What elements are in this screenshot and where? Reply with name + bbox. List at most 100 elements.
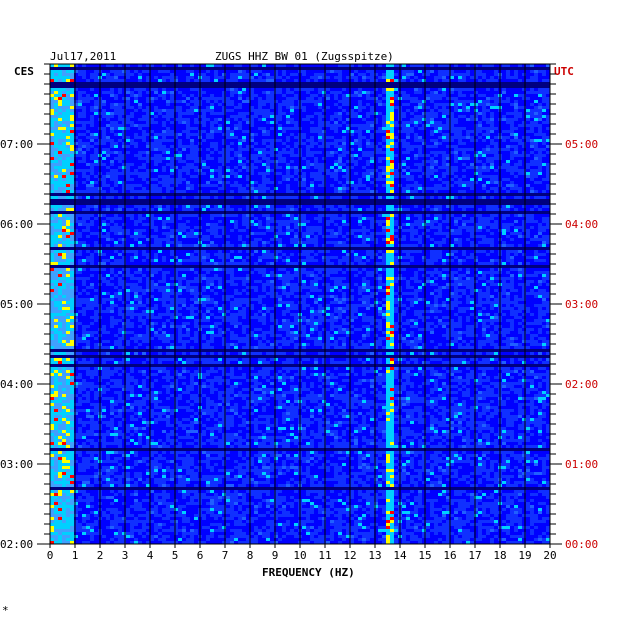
spectrum-cell (202, 157, 206, 160)
spectrum-cell (166, 172, 170, 175)
spectrum-cell (346, 106, 350, 109)
spectrum-cell (378, 124, 382, 127)
spectrum-cell (238, 100, 242, 103)
spectrum-cell (526, 121, 530, 124)
spectrum-cell (482, 76, 486, 79)
spectrum-cell (142, 85, 146, 88)
spectrum-cell (418, 85, 422, 88)
spectrum-cell (150, 148, 154, 151)
spectrum-cell (310, 70, 314, 73)
spectrum-cell (282, 85, 286, 88)
spectrum-cell (226, 112, 230, 115)
spectrum-cell (190, 169, 194, 172)
spectrum-cell (90, 82, 94, 85)
spectrum-cell (338, 73, 342, 76)
spectrum-cell (374, 124, 378, 127)
spectrum-cell (330, 64, 334, 67)
spectrum-cell (110, 136, 114, 139)
spectrum-cell (134, 106, 138, 109)
spectrum-cell (446, 109, 450, 112)
spectrum-cell (154, 163, 158, 166)
spectrum-cell (66, 169, 70, 172)
spectrum-cell (190, 70, 194, 73)
spectrum-cell (442, 94, 446, 97)
spectrum-cell (458, 103, 462, 106)
spectrum-cell (170, 166, 174, 169)
spectrum-cell (62, 154, 66, 157)
spectrum-cell (146, 145, 150, 148)
spectrum-cell (242, 157, 246, 160)
spectrum-cell (274, 133, 278, 136)
spectrum-cell (182, 76, 186, 79)
spectrum-cell (506, 148, 510, 151)
spectrum-cell (446, 118, 450, 121)
spectrum-cell (314, 103, 318, 106)
spectrum-cell (82, 115, 86, 118)
spectrum-cell (110, 178, 114, 181)
spectrum-cell (110, 64, 114, 67)
spectrum-cell (454, 136, 458, 139)
spectrum-cell (254, 175, 258, 178)
spectrum-cell (86, 175, 90, 178)
spectrum-cell (94, 160, 98, 163)
spectrum-cell (170, 160, 174, 163)
spectrum-cell (322, 118, 326, 121)
spectrum-cell (442, 145, 446, 148)
spectrum-cell (454, 172, 458, 175)
spectrum-cell (90, 151, 94, 154)
spectrum-cell (270, 91, 274, 94)
spectrum-cell (270, 172, 274, 175)
spectrum-cell (210, 91, 214, 94)
spectrum-cell (270, 94, 274, 97)
spectrum-cell (534, 157, 538, 160)
spectrum-cell (358, 145, 362, 148)
spectrum-cell (306, 151, 310, 154)
spectrum-cell (270, 178, 274, 181)
spectrum-cell (390, 130, 394, 133)
spectrum-cell (166, 79, 170, 82)
spectrum-cell (142, 169, 146, 172)
spectrum-cell (386, 169, 390, 172)
spectrum-cell (110, 67, 114, 70)
spectrum-cell (334, 181, 338, 184)
spectrum-cell (250, 121, 254, 124)
spectrum-cell (338, 151, 342, 154)
spectrum-cell (518, 145, 522, 148)
spectrum-cell (274, 115, 278, 118)
spectrum-cell (474, 79, 478, 82)
spectrum-cell (526, 148, 530, 151)
spectrum-cell (258, 154, 262, 157)
spectrum-cell (434, 148, 438, 151)
spectrum-cell (282, 142, 286, 145)
spectrum-cell (410, 124, 414, 127)
spectrum-cell (510, 175, 514, 178)
spectrum-cell (390, 88, 394, 91)
spectrum-cell (462, 76, 466, 79)
spectrum-cell (482, 85, 486, 88)
spectrum-cell (118, 160, 122, 163)
spectrum-cell (430, 121, 434, 124)
spectrum-cell (390, 124, 394, 127)
spectrum-cell (486, 163, 490, 166)
spectrum-cell (114, 97, 118, 100)
spectrum-cell (254, 148, 258, 151)
spectrum-cell (102, 112, 106, 115)
spectrum-cell (514, 148, 518, 151)
spectrum-cell (150, 169, 154, 172)
spectrum-cell (518, 118, 522, 121)
spectrum-cell (442, 142, 446, 145)
spectrum-cell (74, 88, 78, 91)
spectrum-cell (102, 142, 106, 145)
spectrum-cell (274, 160, 278, 163)
spectrum-cell (434, 103, 438, 106)
spectrum-cell (338, 88, 342, 91)
spectrum-cell (430, 169, 434, 172)
spectrum-cell (330, 118, 334, 121)
spectrum-cell (190, 118, 194, 121)
spectrum-cell (194, 73, 198, 76)
spectrum-cell (214, 169, 218, 172)
spectrum-cell (474, 145, 478, 148)
spectrum-cell (538, 163, 542, 166)
spectrum-cell (122, 151, 126, 154)
spectrum-cell (174, 166, 178, 169)
